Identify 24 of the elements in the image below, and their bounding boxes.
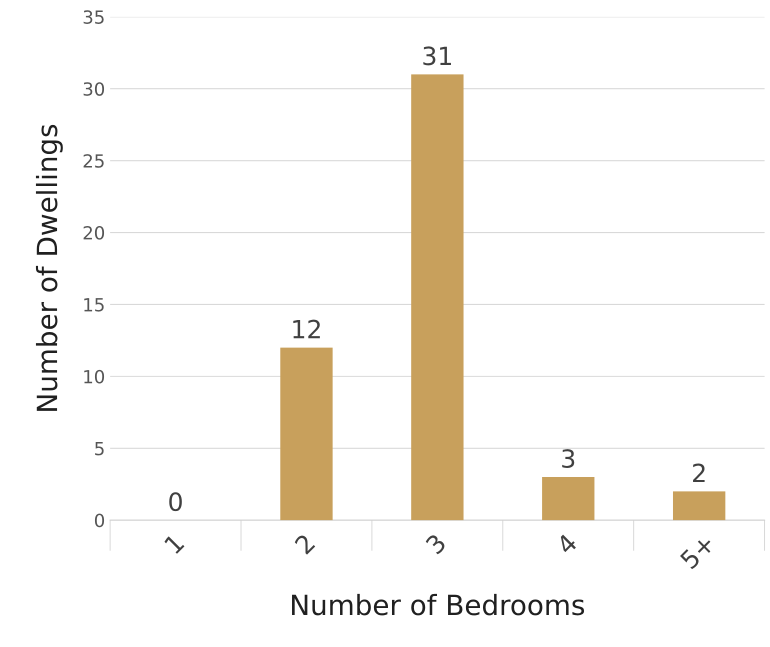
- y-axis-title: Number of Dwellings: [36, 124, 63, 411]
- bar: [542, 477, 594, 520]
- y-tick-label: 0: [94, 514, 104, 528]
- data-label: 12: [293, 320, 320, 338]
- data-label: 2: [693, 464, 705, 482]
- bar: [411, 74, 464, 520]
- data-label: 31: [423, 46, 451, 66]
- x-tick-label: 2: [294, 533, 316, 555]
- y-tick-label: 10: [84, 370, 104, 384]
- y-tick-label: 20: [84, 226, 104, 240]
- data-label: 3: [562, 449, 574, 468]
- y-tick-label: 25: [84, 154, 104, 168]
- y-tick-label: 15: [84, 298, 104, 312]
- y-tick-label: 30: [84, 82, 104, 96]
- bar: [672, 491, 726, 520]
- data-label: 0: [169, 492, 182, 512]
- x-tick-label: 1: [164, 533, 184, 554]
- y-tick-label: 5: [95, 442, 104, 456]
- x-tick-label: 5+: [679, 534, 716, 570]
- bar: [280, 348, 333, 520]
- x-tick-label: 3: [424, 533, 447, 555]
- y-tick-label: 35: [84, 10, 104, 24]
- x-tick-label: 4: [555, 532, 578, 556]
- x-axis-title: Number of Bedrooms: [292, 594, 584, 616]
